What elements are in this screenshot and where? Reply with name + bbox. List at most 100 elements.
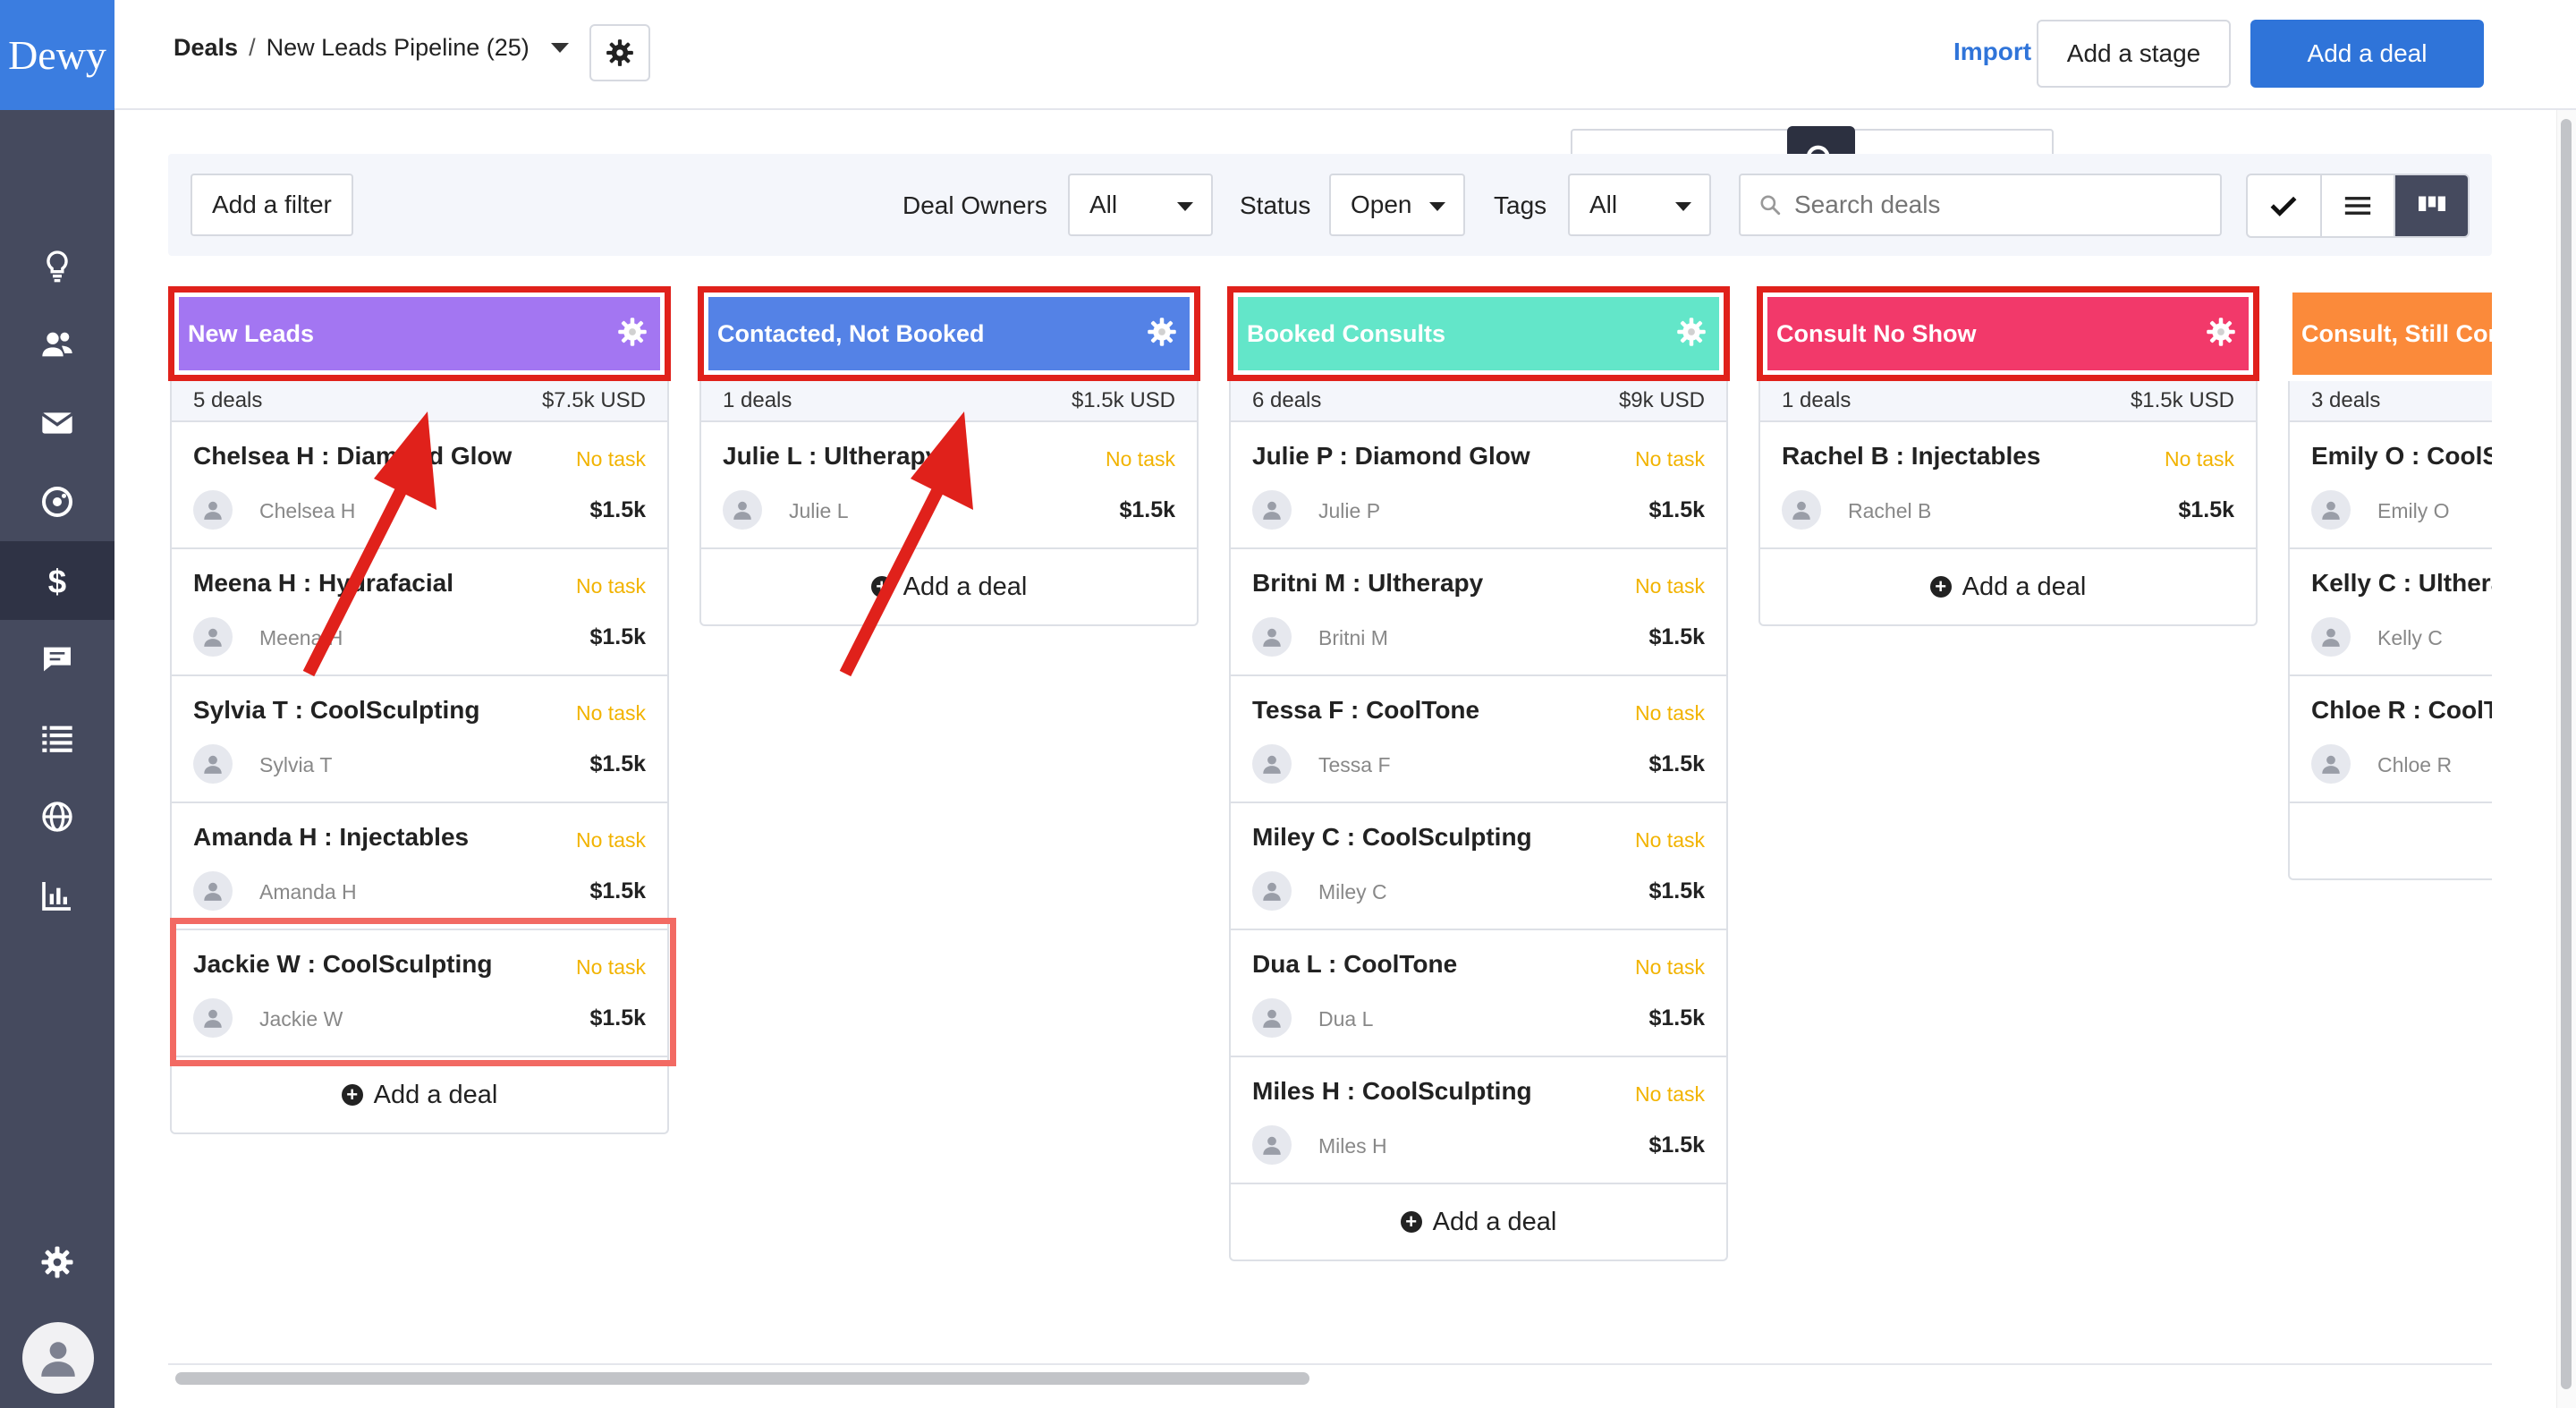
column-add-deal-button[interactable]: + Add a deal (1760, 549, 2256, 624)
annotation-highlight-box (170, 918, 676, 1066)
deal-card[interactable]: Rachel B : Injectables No task Rachel B $1.… (1760, 422, 2256, 549)
column-add-deal-button[interactable]: + Add a deal (1231, 1184, 1726, 1260)
nav-deals[interactable]: $ (0, 541, 114, 620)
deal-owner: Kelly C (2377, 626, 2443, 649)
deal-card[interactable]: Emily O : CoolSculpting Emily O (2290, 422, 2492, 549)
column-add-deal-button[interactable]: + Add a deal (701, 549, 1197, 624)
deal-title[interactable]: Amanda H : Injectables (193, 823, 470, 851)
deal-card[interactable]: Chelsea H : Diamond Glow No task Chelsea H… (172, 422, 667, 549)
column-title[interactable]: Consult, Still Considering (2301, 319, 2492, 347)
check-view-button[interactable] (2248, 175, 2322, 236)
chevron-down-icon[interactable] (550, 43, 569, 53)
deal-card[interactable]: Julie P : Diamond Glow No task Julie P $1.5… (1231, 422, 1726, 549)
user-icon (1263, 628, 1281, 647)
deal-total: $9k USD (1618, 388, 1705, 412)
deal-card[interactable]: Amanda H : Injectables No task Amanda H $1.… (172, 803, 667, 930)
column-add-deal-button[interactable]: + Add a deal (172, 1057, 667, 1132)
column-title[interactable]: Booked Consults (1247, 319, 1446, 347)
deal-owners-select[interactable]: All (1068, 174, 1213, 236)
nav-website[interactable] (0, 777, 114, 856)
deal-card[interactable]: Tessa F : CoolTone No task Tessa F $1.5k (1231, 676, 1726, 803)
deal-amount: $1.5k (1648, 1132, 1705, 1158)
deal-card[interactable]: Miles H : CoolSculpting No task Miles H $1.… (1231, 1057, 1726, 1184)
deal-title[interactable]: Tessa F : CoolTone (1252, 696, 1480, 724)
nav-messages[interactable] (0, 620, 114, 699)
deal-title[interactable]: Meena H : Hydrafacial (193, 569, 453, 597)
column-settings-button[interactable] (1146, 316, 1178, 352)
chart-icon (42, 882, 71, 911)
column-add-deal-button[interactable]: + (2290, 803, 2492, 878)
column-title[interactable]: Contacted, Not Booked (717, 319, 985, 347)
deal-title[interactable]: Chloe R : CoolTone (2311, 696, 2492, 724)
deal-card[interactable]: Chloe R : CoolTone Chloe R (2290, 676, 2492, 803)
list-view-button[interactable] (2322, 175, 2396, 236)
deal-title[interactable]: Rachel B : Injectables (1782, 442, 2041, 470)
deal-title[interactable]: Britni M : Ultherapy (1252, 569, 1484, 597)
vertical-scrollbar[interactable] (2556, 110, 2576, 1408)
nav-marketing[interactable] (0, 462, 114, 541)
add-stage-button[interactable]: Add a stage (2037, 20, 2231, 88)
nav-settings[interactable] (0, 1223, 114, 1302)
column-settings-button[interactable] (616, 316, 648, 352)
deal-title[interactable]: Julie L : Ultherapy (723, 442, 940, 470)
deal-card[interactable]: Britni M : Ultherapy No task Britni M $1.5k (1231, 549, 1726, 676)
column-settings-button[interactable] (1675, 316, 1707, 352)
add-deal-label: Add a deal (1432, 1207, 1557, 1236)
column-settings-button[interactable] (2205, 316, 2237, 352)
nav-ideas[interactable] (0, 226, 114, 305)
deal-amount: $1.5k (1648, 751, 1705, 776)
owner-avatar (193, 871, 233, 911)
deal-title[interactable]: Julie P : Diamond Glow (1252, 442, 1530, 470)
deal-count: 6 deals (1252, 388, 1322, 412)
nav-lists[interactable] (0, 699, 114, 777)
board-view-button[interactable] (2395, 175, 2468, 236)
horizontal-scroll-thumb[interactable] (175, 1372, 1309, 1385)
deal-card[interactable]: Julie L : Ultherapy No task Julie L $1.5k (701, 422, 1197, 549)
add-deal-button[interactable]: Add a deal (2250, 20, 2484, 88)
deal-title[interactable]: Miley C : CoolSculpting (1252, 823, 1532, 851)
status-select[interactable]: Open (1329, 174, 1465, 236)
nav-contacts[interactable] (0, 305, 114, 384)
user-avatar[interactable] (22, 1322, 94, 1394)
deal-title[interactable]: Kelly C : Ultherapy (2311, 569, 2492, 597)
deal-title[interactable]: Emily O : CoolSculpting (2311, 442, 2492, 470)
checkmark-icon (2270, 196, 2297, 216)
deal-card[interactable]: Dua L : CoolTone No task Dua L $1.5k (1231, 930, 1726, 1057)
deal-card[interactable]: Jackie W : CoolSculpting No task Jackie W $… (172, 930, 667, 1057)
pipeline-settings-button[interactable] (589, 24, 650, 81)
deal-title[interactable]: Sylvia T : CoolSculpting (193, 696, 480, 724)
deal-title[interactable]: Miles H : CoolSculpting (1252, 1077, 1532, 1105)
plus-circle-icon: + (870, 576, 893, 598)
deal-card[interactable]: Sylvia T : CoolSculpting No task Sylvia T $… (172, 676, 667, 803)
deal-title[interactable]: Chelsea H : Diamond Glow (193, 442, 513, 470)
deal-owner: Rachel B (1848, 499, 1932, 522)
deal-title[interactable]: Jackie W : CoolSculpting (193, 950, 493, 978)
column-title[interactable]: New Leads (188, 319, 315, 347)
deal-total: $7.5k USD (541, 388, 646, 412)
breadcrumb-deals[interactable]: Deals (174, 34, 239, 61)
add-filter-button[interactable]: Add a filter (191, 174, 353, 236)
nav-reports[interactable] (0, 856, 114, 935)
owner-avatar (2311, 617, 2351, 657)
gear-icon (606, 39, 633, 66)
pipeline-selector[interactable]: New Leads Pipeline (25) (266, 34, 530, 61)
deal-card[interactable]: Miley C : CoolSculpting No task Miley C $1.… (1231, 803, 1726, 930)
column-title[interactable]: Consult No Show (1776, 319, 1977, 347)
horizontal-scrollbar[interactable] (168, 1363, 2492, 1387)
nav-mail[interactable] (0, 384, 114, 462)
user-icon (1263, 1009, 1281, 1028)
task-status: No task (1635, 955, 1705, 979)
filter-bar: Add a filter Deal Owners All Status Open… (168, 154, 2492, 256)
tags-select[interactable]: All (1568, 174, 1711, 236)
owner-avatar (723, 490, 762, 530)
dollar-icon: $ (48, 563, 66, 598)
app-logo[interactable]: Dewy (0, 0, 114, 110)
vertical-scroll-thumb[interactable] (2561, 119, 2572, 1389)
search-input[interactable] (1794, 191, 2188, 219)
deal-card[interactable]: Meena H : Hydrafacial No task Meena H $1.5k (172, 549, 667, 676)
user-icon (1263, 1136, 1281, 1155)
deal-title[interactable]: Dua L : CoolTone (1252, 950, 1458, 978)
owner-avatar (1252, 490, 1292, 530)
deal-card[interactable]: Kelly C : Ultherapy Kelly C (2290, 549, 2492, 676)
